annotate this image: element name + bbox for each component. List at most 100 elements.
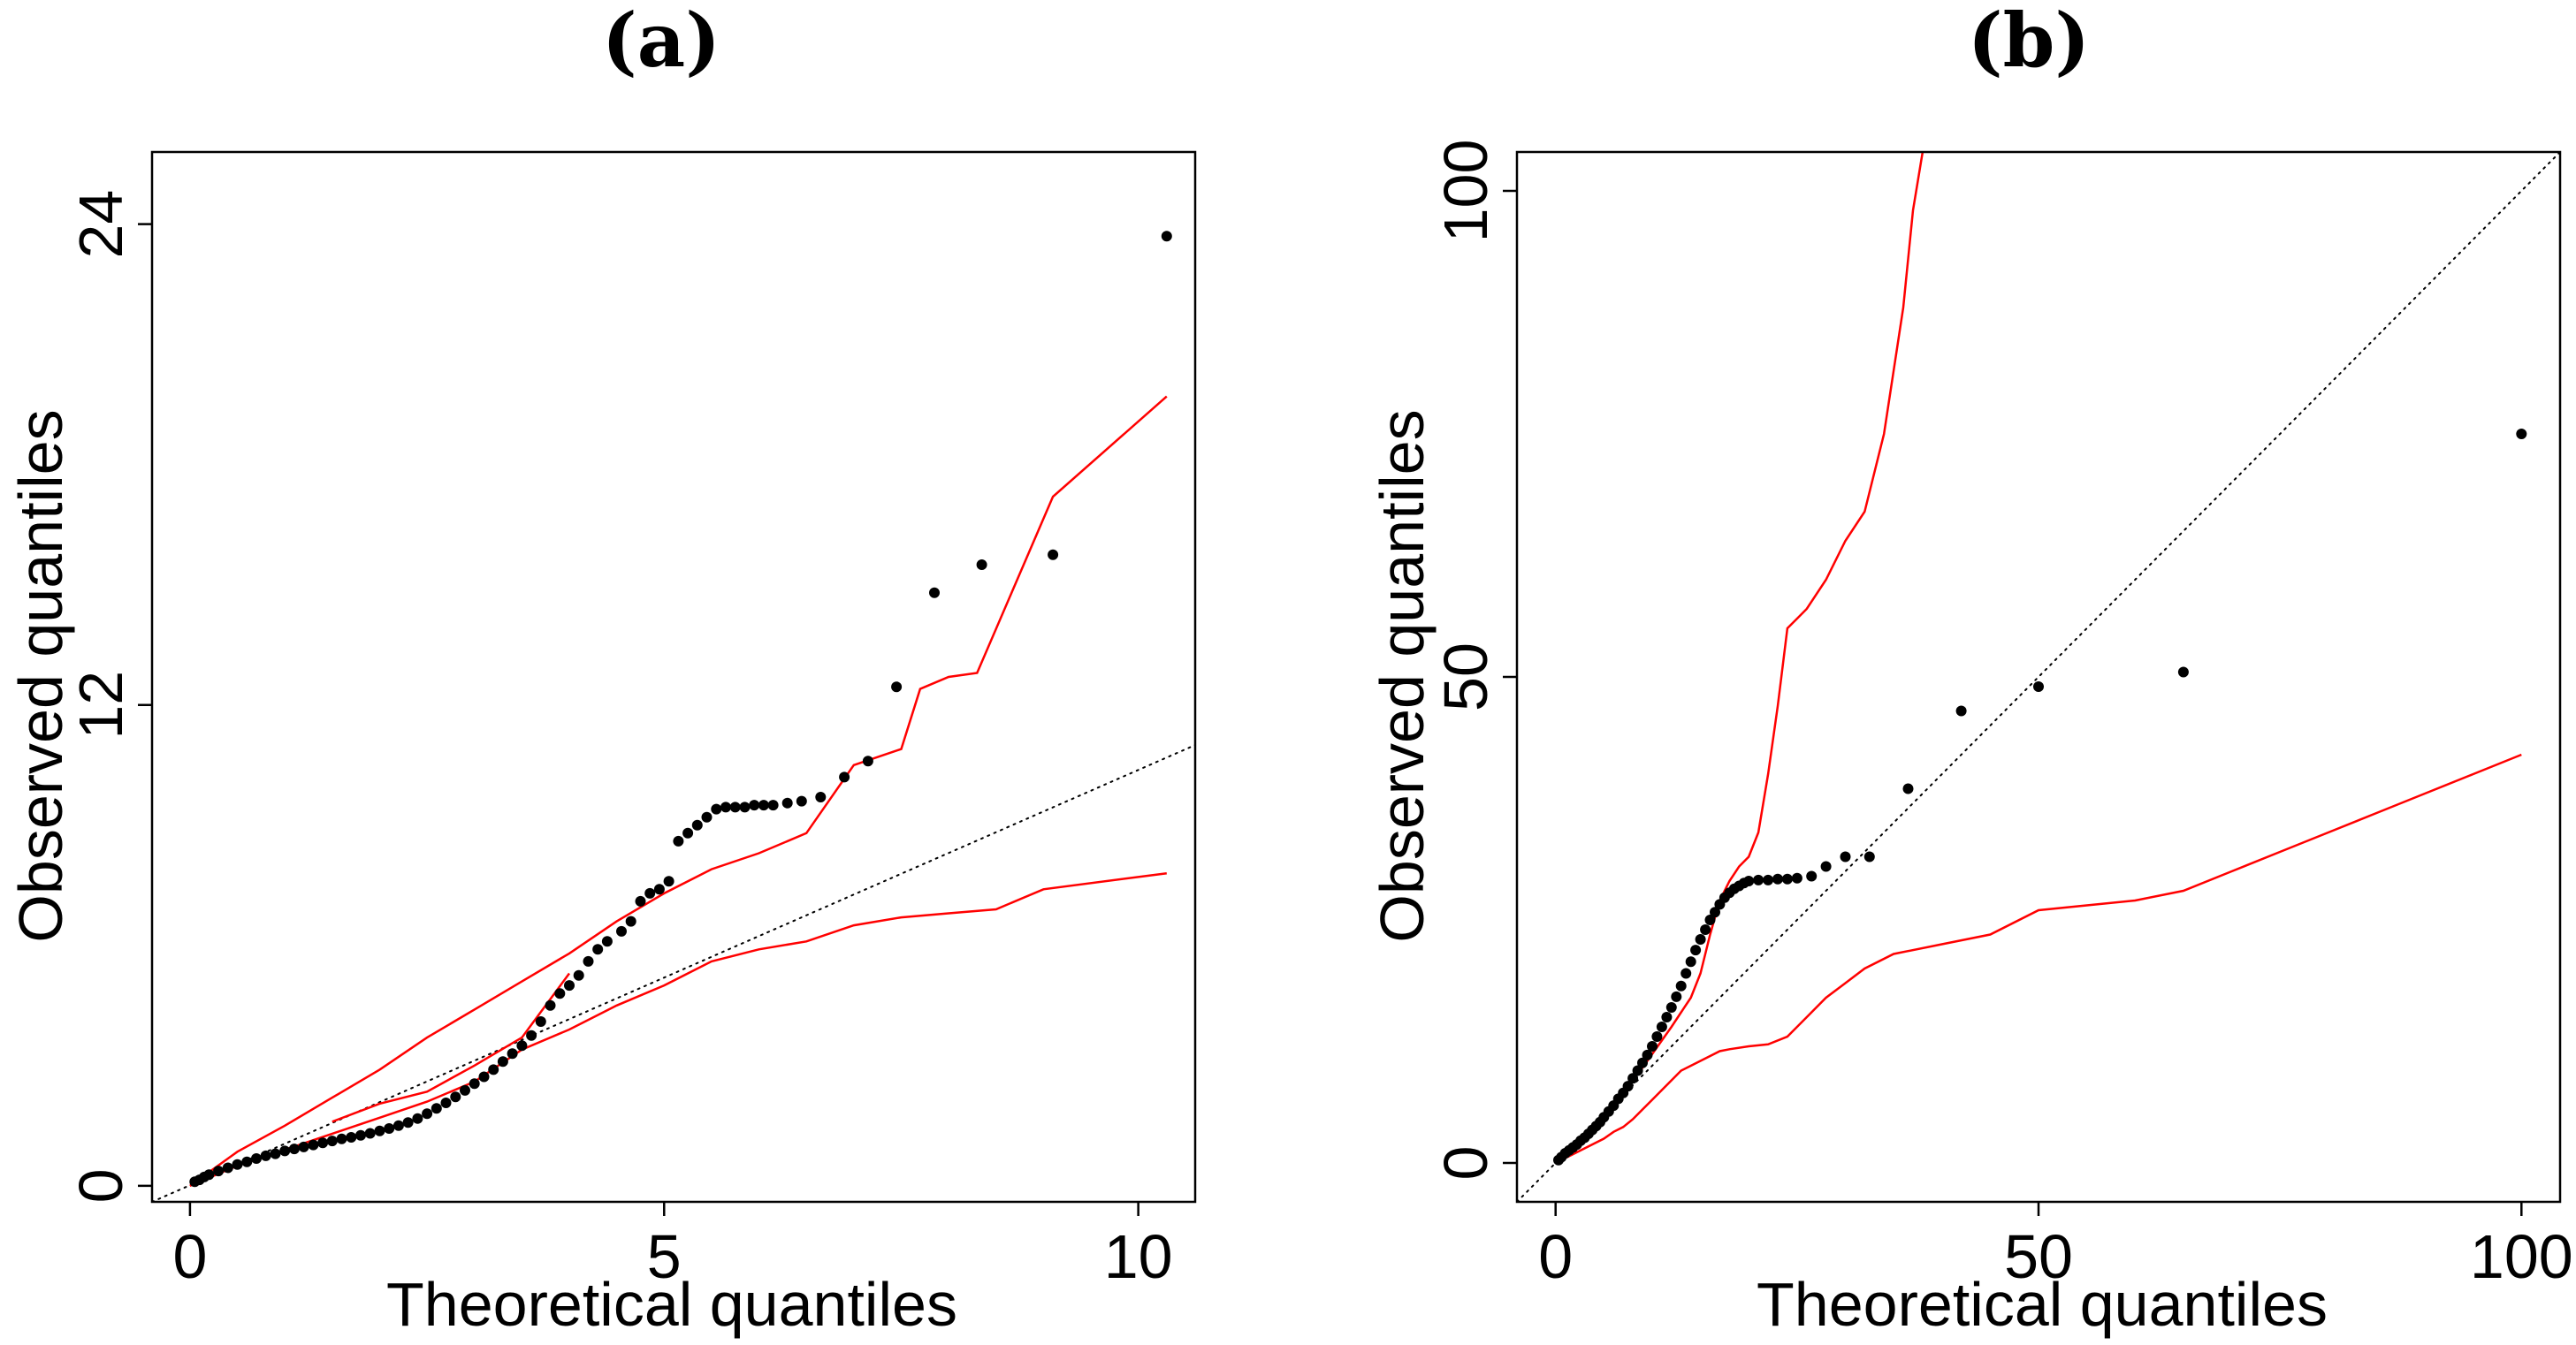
panel-a-data-point [478, 1071, 490, 1083]
panel-b-data-point [1955, 705, 1967, 717]
panel-a-data-point [203, 1169, 215, 1181]
panel-a-data-point [469, 1078, 480, 1090]
panel-a-data-point [729, 802, 741, 813]
panel-b-data-point [1632, 1065, 1643, 1076]
panel-a-data-point [516, 1040, 528, 1052]
panel-a-y-tick-label: 0 [66, 1168, 135, 1203]
panel-b-data-point [1806, 870, 1818, 882]
panel-b-data-point [1680, 968, 1692, 979]
panel-a-data-point [260, 1150, 271, 1161]
panel-b-x-axis-label: Theoretical quantiles [1757, 1270, 2328, 1339]
panel-a-data-point [682, 827, 694, 839]
panel-a-data-point [691, 819, 703, 831]
panel-a-data-point [720, 802, 731, 813]
panel-b-data-point [2177, 666, 2189, 678]
panel-a-data-point [374, 1125, 385, 1136]
panel-a-data-point [862, 756, 873, 767]
panel-a-data-point [402, 1117, 414, 1128]
panel-a-data-point [317, 1137, 329, 1149]
panel-b-data-point [1710, 907, 1720, 918]
panel-a-data-point [616, 925, 627, 937]
panel-b-data-point [1863, 851, 1875, 862]
panel-a-data-point [839, 771, 850, 783]
panel-a-data-point [601, 936, 613, 947]
panel-b-title: (b) [1968, 0, 2090, 84]
panel-a-y-tick-label: 24 [66, 190, 135, 259]
panel-a-reference-line [152, 744, 1195, 1202]
panel-a: (a) 0 5 10 0 12 24 Theoretical quantiles Obs… [6, 0, 1197, 1339]
panel-a-plot-area [150, 150, 1197, 1204]
panel-a-x-tick-label: 10 [1104, 1222, 1173, 1291]
panel-a-y-axis-label: Observed quantiles [6, 409, 75, 942]
panel-b-data-point [1656, 1022, 1667, 1032]
panel-a-data-point [701, 811, 713, 823]
panel-a-y-ticks: 0 12 24 [66, 190, 152, 1203]
panel-b-x-tick-label: 50 [2004, 1222, 2073, 1291]
panel-b-x-ticks: 0 50 100 [1538, 1202, 2573, 1291]
panel-a-data-point [279, 1145, 291, 1157]
panel-b-data-point [1685, 956, 1696, 968]
panel-a-x-tick-label: 5 [647, 1222, 682, 1291]
panel-a-data-point [308, 1139, 319, 1151]
panel-a-data-point [526, 1030, 537, 1041]
panel-b-data-point [1763, 874, 1774, 885]
panel-a-data-point [573, 969, 584, 981]
panel-a-data-point [749, 800, 760, 811]
panel-b-data-point [1665, 1002, 1677, 1013]
panel-a-data-point [460, 1084, 470, 1096]
panel-a-data-point [535, 1016, 546, 1027]
panel-b-y-tick-label: 50 [1431, 642, 1500, 711]
panel-b-data-point [1690, 945, 1702, 956]
panel-b-x-tick-label: 0 [1538, 1222, 1573, 1291]
panel-a-data-point [673, 835, 684, 847]
panel-b-y-tick-label: 0 [1431, 1146, 1500, 1181]
panel-a-frame [150, 150, 1197, 1204]
panel-a-envelope-lower [189, 871, 1167, 1188]
panel-a-data-point [663, 876, 674, 887]
panel-a-data-point [635, 895, 646, 907]
panel-a-data-point [336, 1133, 347, 1144]
panel-a-y-tick-label: 12 [66, 671, 135, 740]
panel-b-data-point [2033, 681, 2044, 692]
panel-b-data-point [1700, 924, 1711, 935]
panel-a-envelope-inner [332, 972, 571, 1123]
panel-a-data-point [450, 1091, 461, 1103]
panel-a-x-ticks: 0 5 10 [172, 1202, 1173, 1291]
panel-b-data-point [1637, 1057, 1648, 1068]
panel-a-data-point [653, 884, 665, 895]
panel-b-envelope-upper [1554, 152, 1924, 1164]
panel-a-data-point [241, 1156, 253, 1167]
panel-a-data-point [213, 1166, 225, 1177]
panel-a-data-point [545, 999, 556, 1011]
panel-a-data-point [891, 681, 903, 693]
panel-a-data-point [644, 887, 656, 899]
panel-b-data-point [1753, 874, 1764, 885]
panel-a-data-point [440, 1098, 452, 1108]
panel-a-data-point [298, 1141, 309, 1152]
panel-b-data-point [1781, 873, 1793, 885]
panel-a-data-point [564, 980, 575, 992]
panel-a-data-point [592, 944, 604, 955]
panel-a-data-point [232, 1159, 243, 1170]
panel-b-y-axis-label: Observed quantiles [1368, 409, 1437, 942]
panel-b-data-point [1820, 861, 1832, 872]
panel-a-data-point [554, 988, 566, 999]
panel-a-data-point [431, 1103, 442, 1114]
panel-a-data-point [222, 1162, 233, 1174]
panel-b-data-point [1704, 915, 1716, 925]
panel-b-y-ticks: 0 50 100 [1431, 140, 1517, 1181]
panel-b-data-point [1743, 876, 1755, 886]
panel-b-data-point [1840, 851, 1851, 862]
panel-a-data-point [507, 1048, 518, 1060]
panel-a-data-point [976, 559, 987, 570]
panel-a-data-point [497, 1056, 508, 1068]
panel-a-data-point [270, 1148, 281, 1159]
panel-b-x-tick-label: 100 [2470, 1222, 2573, 1291]
panel-b-data-point [1627, 1073, 1639, 1084]
panel-a-data-point [767, 800, 779, 811]
panel-a-envelope-upper [189, 395, 1168, 1187]
panel-a-data-point [326, 1136, 338, 1147]
panel-a-data-point [758, 800, 769, 811]
panel-b-data-point [1772, 873, 1783, 885]
panel-b-plot-area [1515, 150, 2562, 1204]
